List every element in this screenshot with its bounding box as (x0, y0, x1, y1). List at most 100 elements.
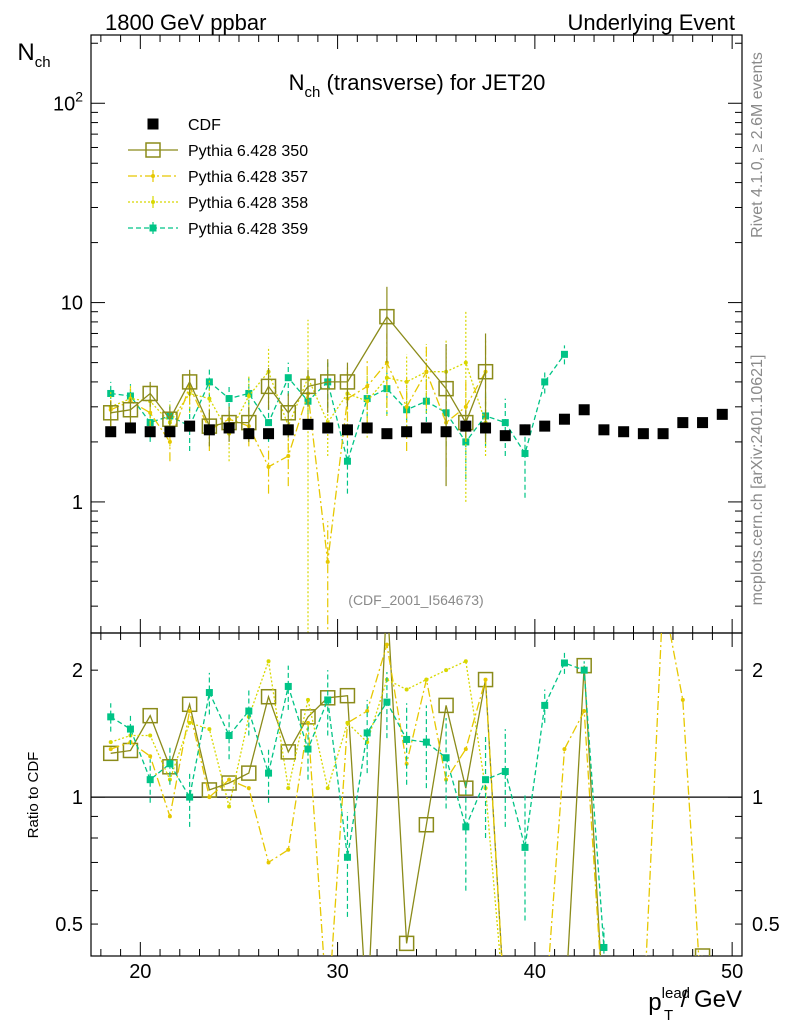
main-point-cdf (381, 428, 393, 440)
main-point-pythia-6-428-359 (560, 350, 568, 358)
main-point-cdf (697, 417, 709, 429)
legend-marker (149, 224, 157, 232)
main-point-cdf (322, 422, 334, 434)
ratio-point-pythia-6-428-359 (580, 666, 588, 674)
ratio-point-pythia-6-428-359 (482, 776, 490, 784)
main-point-cdf (677, 417, 689, 429)
ratio-point-pythia-6-428-350 (518, 1011, 532, 1024)
main-point-cdf (361, 422, 373, 434)
main-point-cdf (243, 428, 255, 440)
ratio-point-pythia-6-428-359 (521, 843, 529, 851)
ratio-series-pythia-6-428-358 (108, 659, 501, 956)
xaxis-unit: / GeV (681, 986, 742, 1013)
legend-label: Pythia 6.428 357 (188, 169, 308, 186)
main-point-pythia-6-428-359 (363, 395, 371, 403)
main-point-cdf (401, 426, 413, 438)
legend-label: Pythia 6.428 358 (188, 195, 308, 212)
main-line-pythia-6-428-350 (110, 315, 487, 427)
ratio-point-pythia-6-428-357 (404, 761, 409, 766)
ratio-point-pythia-6-428-357 (622, 1016, 626, 1020)
ratio-point-pythia-6-428-357 (148, 754, 153, 759)
main-point-cdf (519, 424, 531, 436)
legend-item-pythia-6-428-358: Pythia 6.428 358 (128, 195, 308, 212)
main-line-pythia-6-428-358 (110, 361, 487, 436)
ratio-point-pythia-6-428-350 (280, 744, 297, 760)
main-point-cdf (124, 422, 136, 434)
ratio-point-pythia-6-428-358 (404, 687, 409, 692)
ratio-point-pythia-6-428-359 (146, 776, 154, 784)
main-point-pythia-6-428-350 (162, 411, 178, 427)
ratio-point-pythia-6-428-359 (304, 745, 312, 753)
ratio-point-pythia-6-428-350 (360, 1011, 374, 1024)
ratio-point-pythia-6-428-359 (225, 731, 233, 739)
main-line-pythia-6-428-357 (110, 361, 487, 562)
main-ytick-label: 102 (53, 88, 83, 115)
main-point-pythia-6-428-350 (339, 374, 356, 390)
ratio-point-pythia-6-428-359 (166, 760, 174, 768)
ratio-point-pythia-6-428-357 (602, 1016, 606, 1020)
main-point-pythia-6-428-357 (463, 404, 468, 409)
ratio-point-pythia-6-428-358 (444, 668, 449, 673)
ratio-point-pythia-6-428-357 (582, 709, 587, 714)
ratio-point-pythia-6-428-350 (438, 697, 454, 714)
ratio-point-pythia-6-428-350 (538, 1011, 552, 1024)
ratio-point-pythia-6-428-358 (286, 786, 291, 791)
xtick-label-40: 40 (524, 961, 546, 983)
legend-item-pythia-6-428-350: Pythia 6.428 350 (128, 142, 308, 160)
main-point-pythia-6-428-350 (102, 405, 119, 421)
ratio-point-pythia-6-428-357 (365, 709, 370, 714)
ratio-point-pythia-6-428-359 (560, 659, 568, 667)
main-point-pythia-6-428-359 (521, 449, 529, 457)
ratio-point-pythia-6-428-350 (221, 775, 237, 791)
ratio-point-pythia-6-428-357 (384, 642, 389, 647)
ratio-series-pythia-6-428-350 (102, 633, 711, 1024)
mcplots-label: mcplots.cern.ch [arXiv:2401.10621] (749, 355, 766, 606)
main-point-pythia-6-428-357 (424, 369, 429, 374)
ratio-point-pythia-6-428-350 (458, 780, 474, 796)
main-point-pythia-6-428-350 (477, 363, 494, 380)
ratio-point-pythia-6-428-350 (102, 745, 119, 762)
main-point-cdf (499, 430, 511, 442)
legend-item-pythia-6-428-357: Pythia 6.428 357 (128, 169, 308, 186)
main-point-pythia-6-428-350 (438, 380, 454, 397)
ratio-ytick-label-right: 0.5 (752, 914, 780, 936)
ratio-point-pythia-6-428-358 (167, 777, 172, 782)
ratio-point-pythia-6-428-359 (324, 696, 332, 704)
ratio-point-pythia-6-428-358 (148, 733, 153, 738)
ratio-point-pythia-6-428-357 (543, 1016, 547, 1020)
main-point-cdf (164, 426, 176, 438)
ratio-point-pythia-6-428-357 (167, 814, 172, 819)
main-point-cdf (184, 420, 196, 432)
ratio-point-pythia-6-428-350 (398, 935, 415, 952)
main-point-cdf (203, 424, 215, 436)
ratio-point-pythia-6-428-350 (557, 1011, 571, 1024)
ratio-point-pythia-6-428-357 (701, 1016, 705, 1020)
header-left: 1800 GeV ppbar (105, 10, 266, 35)
main-point-pythia-6-428-357 (404, 404, 409, 409)
ratio-point-pythia-6-428-358 (266, 659, 271, 664)
main-ylabel: Nch (17, 39, 50, 71)
ratio-ytick-label-right: 1 (752, 787, 763, 809)
main-point-cdf (144, 426, 156, 438)
ratio-line-pythia-6-428-350 (110, 633, 703, 956)
ratio-point-pythia-6-428-358 (227, 804, 232, 809)
main-point-pythia-6-428-350 (260, 378, 277, 395)
main-point-pythia-6-428-350 (379, 308, 395, 325)
legend-marker (151, 174, 155, 178)
legend-marker (145, 142, 161, 158)
legend-label: CDF (188, 117, 221, 134)
ratio-point-pythia-6-428-357 (187, 709, 192, 714)
main-point-cdf (657, 428, 669, 440)
ratio-point-pythia-6-428-350 (597, 1011, 611, 1024)
header-right: Underlying Event (567, 10, 735, 35)
xtick-label-20: 20 (129, 961, 151, 983)
ratio-point-pythia-6-428-359 (284, 682, 292, 690)
ratio-point-pythia-6-428-357 (286, 847, 291, 852)
ratio-ytick-label: 1 (72, 787, 83, 809)
legend: CDF Pythia 6.428 350 Pythia 6.428 357 Pythi… (128, 117, 308, 238)
ratio-ylabel: Ratio to CDF (25, 752, 42, 839)
legend-item-pythia-6-428-359: Pythia 6.428 359 (128, 221, 308, 238)
ratio-point-pythia-6-428-359 (462, 823, 470, 831)
main-point-pythia-6-428-359 (501, 419, 509, 427)
